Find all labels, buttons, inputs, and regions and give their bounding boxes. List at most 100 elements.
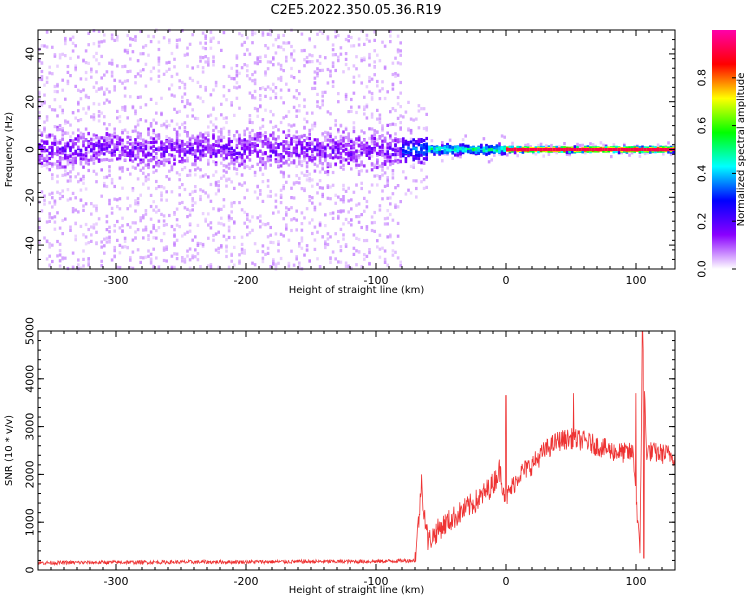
heatmap-cell (170, 168, 174, 172)
heatmap-cell (183, 187, 187, 192)
heatmap-cell (656, 148, 660, 151)
heatmap-cell (355, 165, 358, 169)
heatmap-cell (82, 107, 85, 111)
heatmap-cell (142, 182, 145, 186)
heatmap-cell (519, 148, 522, 151)
heatmap-cell (329, 112, 332, 116)
colorbar-tick-label: 0.8 (696, 69, 709, 87)
heatmap-cell (191, 162, 194, 166)
heatmap-cell (188, 192, 192, 196)
heatmap-cell (235, 54, 239, 58)
heatmap-cell (630, 151, 634, 155)
heatmap-cell (308, 137, 311, 141)
heatmap-cell (238, 182, 241, 186)
heatmap-cell (243, 151, 246, 156)
heatmap-cell (316, 191, 319, 195)
heatmap-cell (61, 157, 64, 161)
heatmap-cell (134, 112, 137, 116)
heatmap-cell (363, 112, 366, 116)
heatmap-cell (118, 243, 122, 247)
heatmap-cell (334, 35, 337, 39)
heatmap-cell (456, 153, 460, 157)
heatmap-cell (139, 216, 142, 220)
heatmap-cell (61, 133, 64, 137)
heatmap-cell (298, 261, 301, 265)
heatmap-cell (48, 212, 51, 216)
heatmap-cell (126, 196, 129, 200)
heatmap-cell (238, 32, 241, 36)
heatmap-cell (355, 67, 358, 71)
heatmap-cell (147, 127, 150, 131)
heatmap-cell (308, 128, 311, 132)
heatmap-cell (396, 138, 400, 142)
heatmap-cell (287, 238, 291, 242)
heatmap-cell (383, 159, 387, 163)
heatmap-cell (318, 202, 322, 206)
heatmap-cell (188, 147, 192, 151)
heatmap-cell (225, 184, 228, 188)
heatmap-cell (147, 254, 150, 258)
heatmap-cell (433, 149, 436, 153)
heatmap-cell (136, 119, 140, 123)
heatmap-cell (58, 139, 62, 143)
heatmap-cell (43, 100, 46, 104)
heatmap-cell (248, 219, 252, 223)
heatmap-cell (207, 223, 210, 227)
heatmap-cell (331, 140, 335, 144)
heatmap-cell (524, 148, 527, 151)
heatmap-cell (355, 163, 358, 167)
heatmap-cell (92, 55, 96, 59)
heatmap-cell (53, 215, 57, 219)
heatmap-cell (113, 249, 116, 253)
heatmap-cell (77, 100, 80, 104)
heatmap-cell (222, 85, 226, 89)
heatmap-cell (272, 261, 275, 265)
heatmap-cell (420, 144, 423, 148)
heatmap-cell (339, 124, 343, 128)
heatmap-cell (48, 242, 51, 246)
heatmap-cell (591, 143, 595, 147)
heatmap-cell (147, 165, 150, 170)
heatmap-cell (222, 174, 226, 178)
heatmap-cell (227, 265, 231, 269)
heatmap-cell (412, 138, 415, 142)
heatmap-cell (378, 176, 382, 181)
heatmap-cell (495, 144, 499, 148)
heatmap-cell (342, 167, 345, 171)
heatmap-cell (285, 140, 288, 144)
heatmap-cell (97, 44, 101, 48)
heatmap-cell (321, 192, 324, 196)
heatmap-cell (69, 56, 72, 60)
heatmap-cell (277, 45, 280, 49)
heatmap-cell (243, 159, 246, 163)
heatmap-cell (48, 151, 51, 156)
heatmap-cell (58, 155, 62, 160)
heatmap-cell (277, 35, 280, 40)
heatmap-cell (331, 156, 335, 160)
heatmap-cell (303, 146, 306, 150)
heatmap-cell (201, 151, 205, 155)
heatmap-cell (181, 183, 184, 187)
heatmap-cell (243, 251, 246, 255)
heatmap-cell (139, 219, 142, 223)
heatmap-cell (259, 189, 262, 193)
heatmap-cell (178, 178, 181, 182)
heatmap-cell (261, 139, 265, 144)
heatmap-cell (240, 251, 244, 255)
heatmap-cell (331, 53, 335, 57)
heatmap-cell (300, 143, 304, 147)
heatmap-cell (300, 187, 304, 191)
heatmap-cell (292, 123, 296, 127)
heatmap-cell (324, 90, 327, 94)
heatmap-cell (144, 212, 148, 216)
heatmap-cell (152, 118, 155, 122)
heatmap-cell (186, 132, 189, 136)
heatmap-cell (259, 97, 262, 102)
heatmap-cell (38, 158, 41, 162)
heatmap-cell (121, 166, 124, 170)
heatmap-cell (74, 142, 77, 146)
heatmap-cell (56, 128, 59, 132)
heatmap-cell (311, 154, 314, 158)
heatmap-cell (199, 133, 202, 137)
